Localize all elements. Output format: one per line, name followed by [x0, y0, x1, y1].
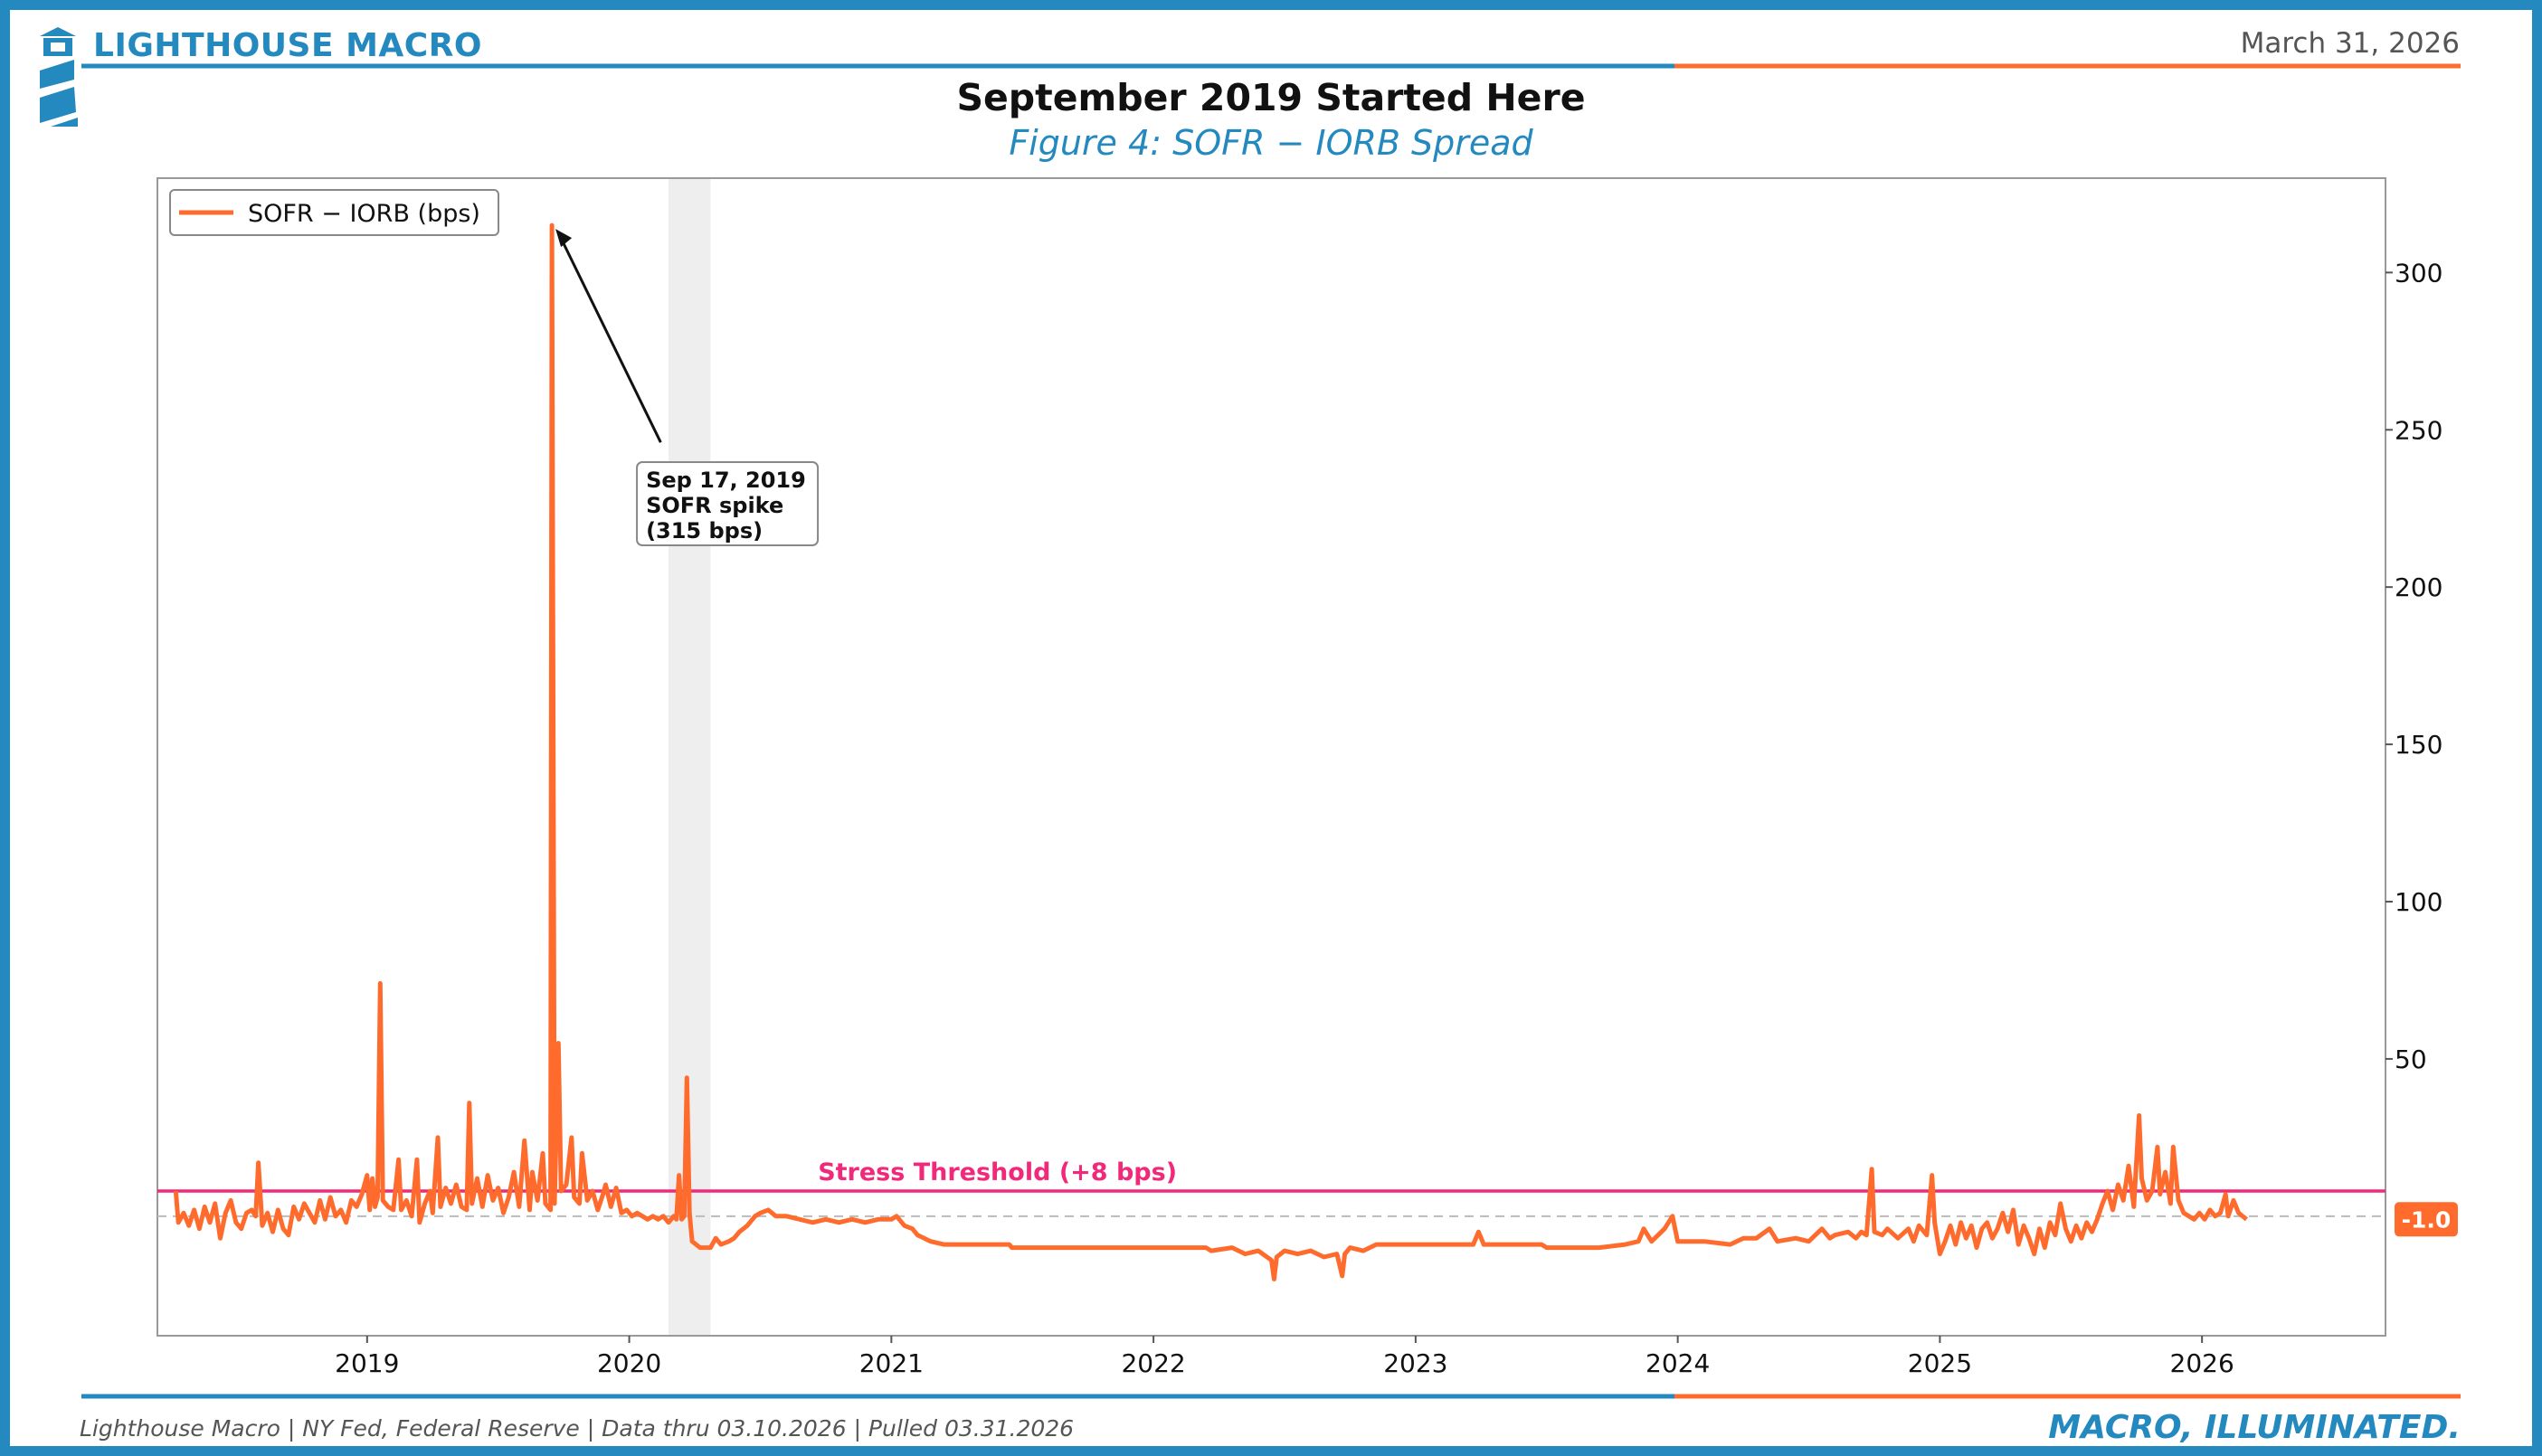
x-tick-label: 2023	[1383, 1348, 1447, 1378]
annotation-box	[636, 461, 820, 546]
y-tick-label: 150	[2395, 730, 2442, 760]
y-tick-label: 300	[2395, 258, 2442, 288]
x-tick-label: 2025	[1908, 1348, 1972, 1378]
x-tick-label: 2021	[859, 1348, 924, 1378]
last-value-badge	[2395, 1202, 2458, 1237]
stress-threshold-label: Stress Threshold (+8 bps)	[818, 1158, 1177, 1187]
y-tick-label: 200	[2395, 572, 2442, 602]
y-tick-label: 100	[2395, 887, 2442, 917]
annotation-arrowhead	[555, 229, 573, 248]
y-tick-label: 250	[2395, 415, 2442, 445]
lighthouse-icon	[40, 27, 78, 127]
report-date: March 31, 2026	[2240, 27, 2460, 60]
legend-label: SOFR − IORB (bps)	[248, 200, 480, 228]
y-tick-label: 50	[2395, 1045, 2427, 1074]
series-line-sofr-iorb	[173, 222, 2248, 1281]
x-tick-label: 2022	[1121, 1348, 1185, 1378]
last-value-label: -1.0	[2402, 1206, 2452, 1233]
x-tick-label: 2019	[335, 1348, 399, 1378]
x-tick-label: 2024	[1646, 1348, 1710, 1378]
brand-name: LIGHTHOUSE MACRO	[93, 27, 483, 64]
legend: SOFR − IORB (bps)	[169, 189, 499, 236]
annotation-text-line: (315 bps)	[646, 518, 763, 544]
chart-subtitle: Figure 4: SOFR − IORB Spread	[1009, 123, 1533, 163]
annotation-text-line: Sep 17, 2019	[646, 468, 806, 493]
footer-tagline: MACRO, ILLUMINATED.	[2048, 1409, 2461, 1446]
chart-title: September 2019 Started Here	[956, 76, 1586, 119]
x-tick-label: 2020	[597, 1348, 661, 1378]
footer-source: Lighthouse Macro | NY Fed, Federal Reser…	[80, 1415, 1075, 1442]
plot-area	[157, 177, 2386, 1337]
x-tick-label: 2026	[2170, 1348, 2234, 1378]
annotation-arrow-line	[557, 233, 662, 443]
annotation-text-line: SOFR spike	[646, 493, 783, 518]
